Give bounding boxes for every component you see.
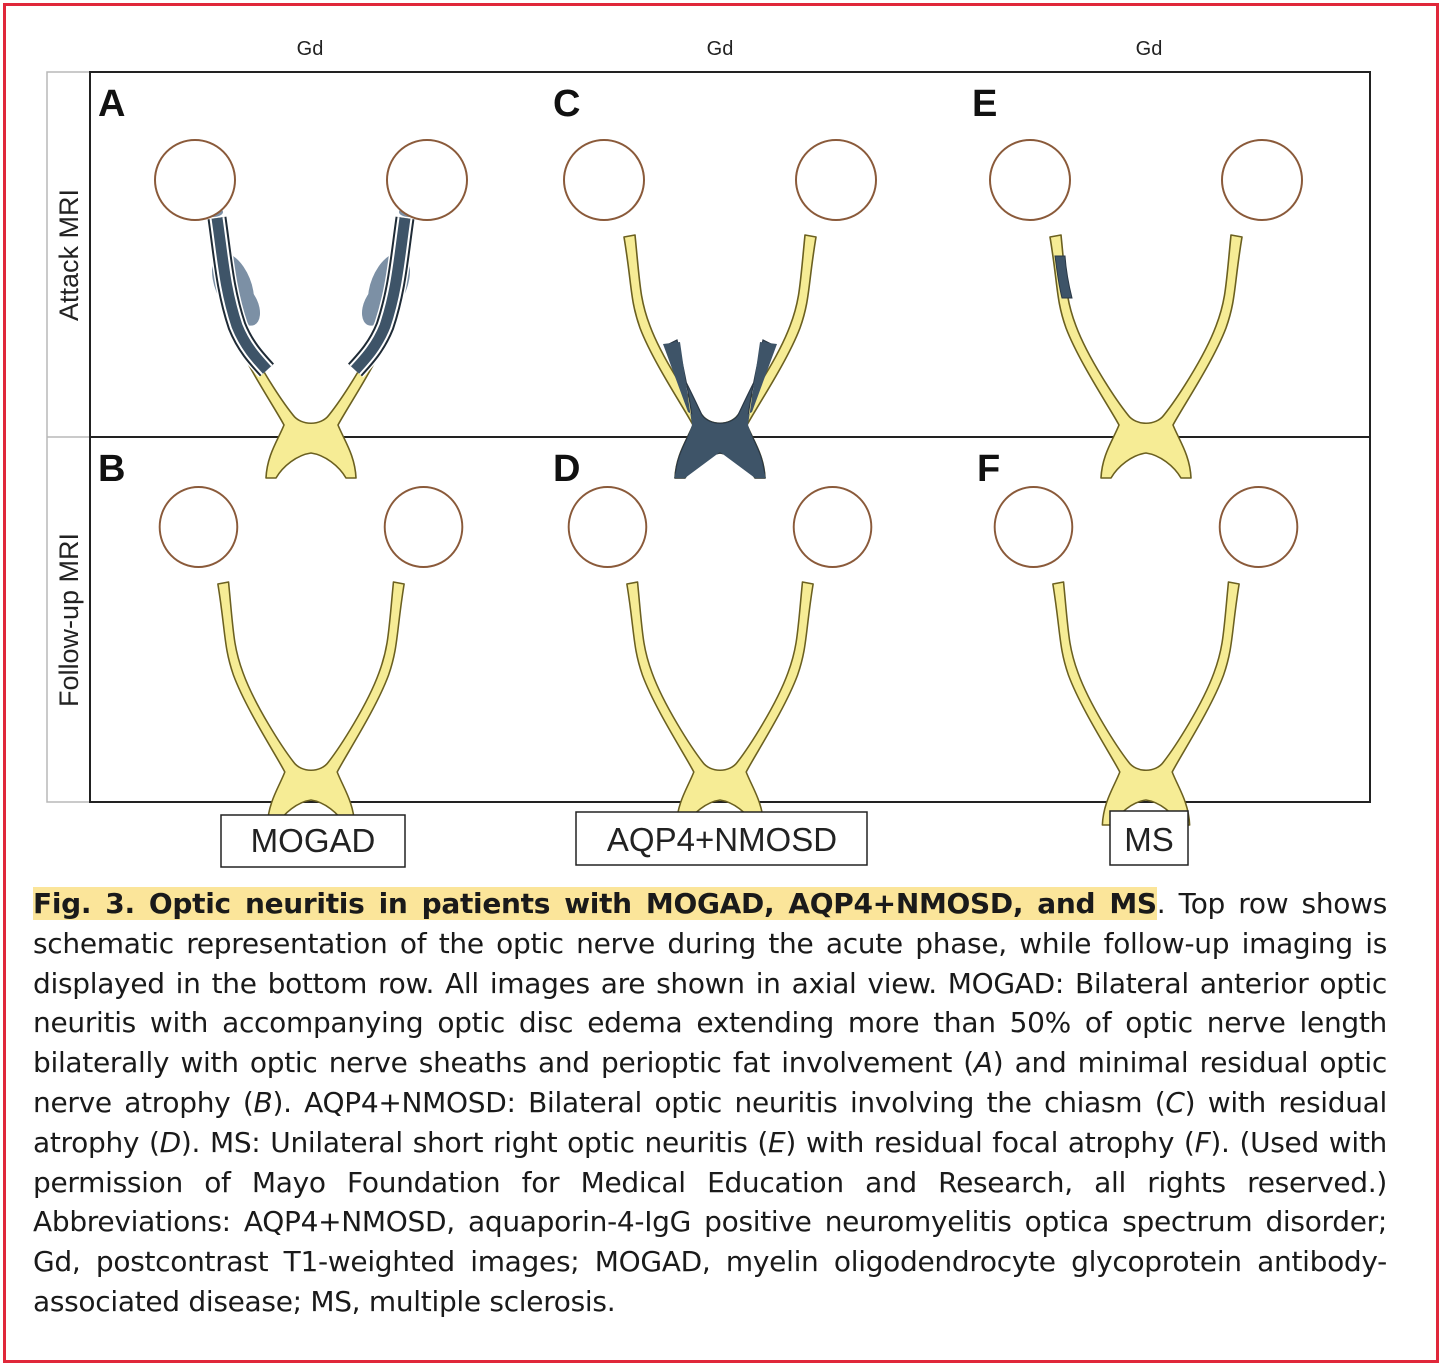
caption-text: . Top row shows schematic representation… xyxy=(33,887,1387,1080)
panel-letter-a: A xyxy=(98,83,125,125)
ms-focal-lesion xyxy=(1054,255,1073,299)
row-label-followup: Follow-up MRI xyxy=(54,533,84,707)
figure-frame xyxy=(3,3,1439,1363)
caption-ref-c: C xyxy=(1165,1085,1185,1119)
caption-ref-a: A xyxy=(973,1046,993,1080)
panel-letter-d: D xyxy=(553,448,580,490)
mogad-lesion-segments xyxy=(206,216,416,378)
figure-caption: Fig. 3. Optic neuritis in patients with … xyxy=(33,884,1387,1322)
row-label-attack: Attack MRI xyxy=(54,189,84,321)
caption-text: ) with residual atrophy ( xyxy=(33,1085,1387,1159)
group-box-nmosd xyxy=(575,811,868,866)
panel-a-mogad-attack xyxy=(154,139,468,479)
column-label-3: Gd xyxy=(1136,38,1163,60)
optic-neuritis-figure: Gd Gd Gd Attack MRI Follow-up MRI A C E … xyxy=(46,38,1371,868)
group-box-mogad xyxy=(220,814,406,868)
panel-letter-e: E xyxy=(972,83,997,125)
caption-ref-d: D xyxy=(159,1125,182,1159)
caption-text: ). MS: Unilateral short right optic neur… xyxy=(180,1125,768,1159)
group-label-nmosd: AQP4+NMOSD xyxy=(607,821,837,858)
panel-c-nmosd-attack xyxy=(563,139,877,479)
caption-ref-b: B xyxy=(253,1085,273,1119)
caption-title: Fig. 3. Optic neuritis in patients with … xyxy=(33,887,1157,920)
group-label-ms: MS xyxy=(1124,821,1174,858)
panel-letter-f: F xyxy=(977,448,1000,490)
panel-letter-b: B xyxy=(98,448,125,490)
panel-letter-c: C xyxy=(553,83,580,125)
caption-text: ). (Used with permission of Mayo Foundat… xyxy=(33,1125,1387,1318)
caption-text: ). AQP4+NMOSD: Bilateral optic neuritis … xyxy=(272,1085,1166,1119)
caption-text: ) with residual focal atrophy ( xyxy=(785,1125,1195,1159)
column-label-1: Gd xyxy=(297,38,324,60)
caption-text: ) and minimal residual optic nerve atrop… xyxy=(33,1046,1387,1119)
column-label-2: Gd xyxy=(707,38,734,60)
group-box-ms xyxy=(1109,810,1189,866)
group-label-mogad: MOGAD xyxy=(251,822,376,859)
panel-e-ms-attack xyxy=(989,139,1303,479)
caption-ref-f: F xyxy=(1194,1125,1211,1159)
caption-ref-e: E xyxy=(767,1125,786,1159)
